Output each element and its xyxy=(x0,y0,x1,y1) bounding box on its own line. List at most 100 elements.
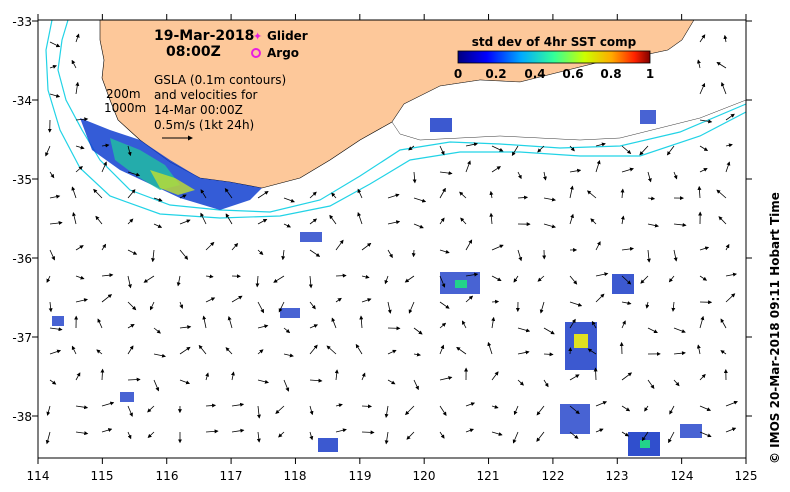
velocity-arrow xyxy=(621,405,631,412)
velocity-arrow xyxy=(639,145,649,156)
velocity-arrow xyxy=(491,244,504,251)
velocity-arrow xyxy=(413,327,423,335)
velocity-arrow xyxy=(256,431,261,443)
velocity-arrow xyxy=(517,195,529,200)
velocity-arrow xyxy=(326,345,337,355)
velocity-arrow xyxy=(621,145,632,155)
gsla-note-line: GSLA (0.1m contours) xyxy=(154,73,286,87)
velocity-arrow xyxy=(309,378,323,383)
velocity-arrow xyxy=(406,431,415,440)
velocity-arrow xyxy=(275,405,285,414)
colorbar-tick: 0 xyxy=(454,67,462,81)
velocity-arrow xyxy=(149,301,155,311)
velocity-arrow xyxy=(151,249,156,263)
velocity-arrow xyxy=(621,246,634,251)
velocity-arrow xyxy=(230,371,235,381)
velocity-arrow xyxy=(127,345,134,355)
velocity-arrow xyxy=(75,245,84,251)
velocity-arrow xyxy=(281,249,286,261)
velocity-arrow xyxy=(231,402,245,407)
velocity-arrow xyxy=(413,352,421,357)
isobath-label-1000m: 1000m xyxy=(104,101,146,115)
colorbar-tick: 0.2 xyxy=(485,67,506,81)
velocity-arrow xyxy=(595,142,606,147)
velocity-arrow xyxy=(147,431,155,439)
velocity-arrow xyxy=(387,193,400,199)
velocity-arrow xyxy=(517,171,522,180)
velocity-arrow xyxy=(517,350,530,355)
velocity-arrow xyxy=(699,145,709,152)
velocity-arrow xyxy=(725,400,738,407)
argo-label: Argo xyxy=(267,46,299,60)
velocity-arrow xyxy=(49,171,55,179)
velocity-arrow xyxy=(699,119,713,124)
velocity-arrow xyxy=(620,215,625,225)
velocity-arrow xyxy=(621,431,630,437)
velocity-arrow xyxy=(595,293,605,303)
velocity-arrow xyxy=(569,301,583,307)
lon-label: 123 xyxy=(606,469,629,483)
velocity-arrow xyxy=(673,351,686,356)
velocity-arrow xyxy=(699,34,706,43)
velocity-arrow xyxy=(75,275,85,280)
velocity-arrow xyxy=(127,405,133,417)
velocity-arrow xyxy=(439,301,450,309)
velocity-arrow xyxy=(384,431,389,445)
velocity-arrow xyxy=(621,167,634,173)
velocity-arrow xyxy=(179,379,191,385)
velocity-arrow xyxy=(543,352,554,357)
velocity-arrow xyxy=(696,59,701,69)
velocity-arrow xyxy=(569,145,575,152)
velocity-arrow xyxy=(699,275,708,281)
velocity-arrow xyxy=(101,161,107,173)
velocity-arrow xyxy=(641,431,649,442)
velocity-arrow xyxy=(308,275,313,289)
velocity-arrow xyxy=(49,349,62,355)
velocity-arrow xyxy=(408,145,415,151)
velocity-arrow xyxy=(647,223,659,228)
plot-frame xyxy=(37,19,747,459)
velocity-arrow xyxy=(699,373,706,381)
velocity-arrow xyxy=(621,320,626,329)
velocity-arrow xyxy=(699,82,706,95)
velocity-arrow xyxy=(127,145,132,157)
lon-label: 122 xyxy=(542,469,565,483)
credit-label: © IMOS 20-Mar-2018 09:11 Hobart Time xyxy=(768,192,782,464)
velocity-arrow xyxy=(465,402,476,407)
velocity-arrow xyxy=(459,191,467,199)
velocity-arrow xyxy=(465,239,473,251)
velocity-arrow xyxy=(411,249,416,258)
velocity-arrow xyxy=(101,143,110,148)
velocity-arrow xyxy=(309,218,318,225)
lon-label: 121 xyxy=(477,469,500,483)
velocity-arrow xyxy=(179,301,184,309)
velocity-arrow xyxy=(361,430,375,435)
velocity-arrow xyxy=(153,197,163,202)
velocity-arrow xyxy=(283,197,295,203)
lat-label: -35 xyxy=(12,173,32,187)
lat-labels: -33 -34 -35 -36 -37 -38 xyxy=(12,15,32,424)
velocity-arrow xyxy=(621,372,633,381)
velocity-arrow xyxy=(95,215,103,225)
velocity-arrow xyxy=(257,249,264,256)
velocity-arrow xyxy=(439,376,453,381)
velocity-arrow xyxy=(127,275,132,289)
velocity-arrow xyxy=(127,189,136,199)
lon-label: 116 xyxy=(156,469,179,483)
velocity-arrow xyxy=(720,318,727,329)
velocity-arrow xyxy=(491,166,501,173)
velocity-arrow xyxy=(256,405,261,419)
velocity-arrow xyxy=(309,249,321,257)
velocity-arrow xyxy=(513,275,519,283)
velocity-arrow xyxy=(491,145,504,152)
velocity-arrow xyxy=(439,322,447,329)
velocity-arrow xyxy=(513,405,519,416)
velocity-arrow xyxy=(718,216,727,225)
velocity-arrow xyxy=(404,275,415,283)
velocity-arrow xyxy=(511,145,519,156)
velocity-arrow xyxy=(179,249,189,260)
date-label: 19-Mar-2018 xyxy=(154,28,254,44)
velocity-arrow xyxy=(255,275,260,288)
velocity-arrow xyxy=(666,145,675,156)
velocity-arrow xyxy=(127,171,141,177)
